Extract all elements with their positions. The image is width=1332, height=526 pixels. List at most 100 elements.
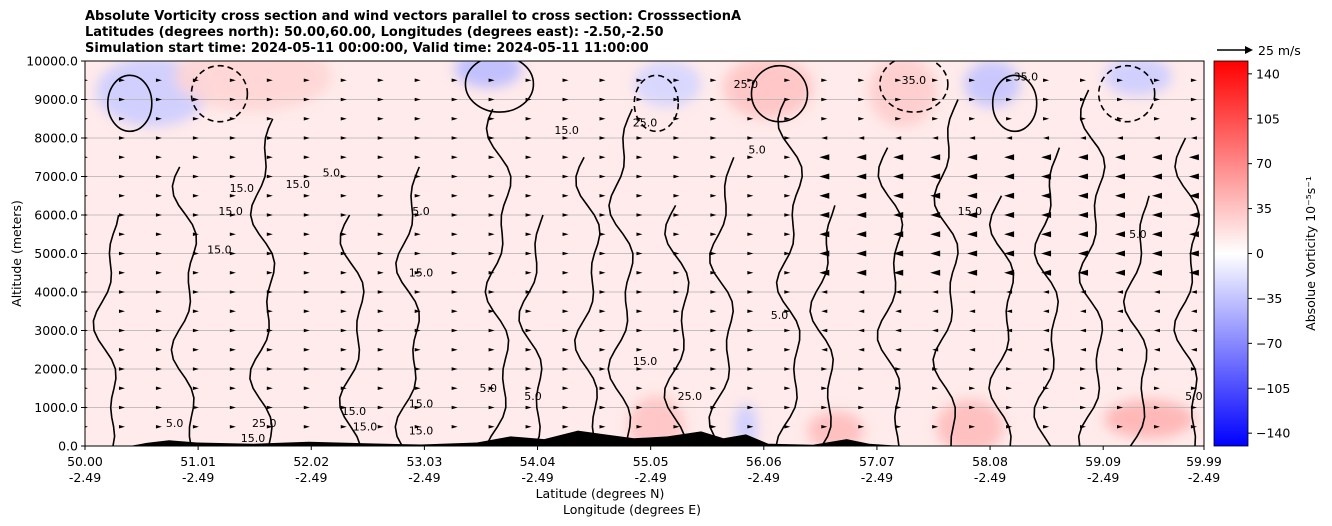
wind-vector-486 [1004,212,1015,218]
wind-vector-513 [1080,424,1087,429]
wind-vector-428 [893,231,904,238]
wind-vector-483 [1004,269,1015,276]
contour-label-26: 5.0 [1185,390,1203,403]
wind-vector-471 [969,136,976,140]
wind-vector-408 [856,250,867,257]
wind-vector-577 [1190,290,1197,294]
wind-vector-258 [562,213,569,217]
wind-vector-232 [525,347,532,352]
vorticity-patch-3 [633,61,702,108]
contour-label-4: 5.0 [323,167,341,180]
wind-vector-512 [1043,78,1050,83]
wind-vector-229 [525,405,532,410]
wind-vector-1 [85,406,88,409]
wind-vector-364 [784,367,791,371]
wind-vector-586 [1190,116,1197,121]
wind-vector-588 [1190,78,1197,83]
wind-vector-368 [784,290,791,294]
wind-vector-281 [599,136,606,140]
contour-line-9 [663,205,690,446]
wind-vector-180 [414,251,421,256]
wind-vector-502 [1041,269,1052,276]
wind-vector-341 [710,78,717,83]
wind-vector-78 [229,386,236,391]
wind-vector-223 [488,155,495,160]
wind-vector-212 [488,367,495,371]
wind-vector-279 [599,174,606,179]
wind-vector-403 [858,347,865,352]
y-tick-label-5: 5000.0 [34,246,78,261]
wind-vector-137 [340,347,347,352]
contour-line-5 [484,108,512,446]
vorticity-field [96,61,1194,446]
wind-vector-510 [1043,116,1050,121]
wind-vector-224 [488,136,495,140]
wind-vector-162 [377,232,384,237]
wind-vector-170 [377,78,384,83]
wind-vector-304 [673,424,680,429]
wind-vector-347 [747,328,754,333]
wind-vector-568 [1153,97,1160,102]
wind-vector-218 [488,251,495,256]
wind-vector-385 [821,328,828,333]
wind-vector-90 [229,155,236,160]
wind-vector-45 [155,290,162,294]
wind-vector-186 [414,136,421,140]
wind-vector-252 [562,328,569,333]
wind-vector-108 [266,174,273,179]
wind-vector-169 [377,97,384,102]
y-tick-label-3: 3000.0 [34,323,78,338]
wind-vector-225 [488,116,495,121]
wind-vector-104 [266,251,273,256]
wind-vector-112 [266,97,273,102]
wind-vector-562 [1151,212,1162,218]
wind-vector-449 [930,192,941,199]
wind-vector-450 [930,173,941,180]
x-tick-lon-7: -2.49 [861,470,893,485]
wind-vector-303 [636,78,643,83]
wind-vector-269 [599,367,606,371]
wind-vector-72 [192,136,199,140]
wind-vector-68 [192,213,199,217]
wind-vector-272 [599,309,606,314]
chart-title-line-1: Absolute Vorticity cross section and win… [85,9,742,24]
wind-vector-563 [1151,192,1162,199]
wind-vector-34 [118,136,125,140]
wind-vector-242 [525,155,532,160]
wind-vector-311 [673,290,680,294]
wind-vector-317 [673,174,680,179]
contour-labels: 15.0 15.0 15.0 15.0 5.0 5.0 15.0 15.0 25.0 5.0 25.… [166,70,1203,445]
wind-vector-255 [562,270,569,275]
wind-vector-373 [784,193,791,198]
wind-vector-313 [673,251,680,256]
wind-vector-582 [1188,192,1199,199]
wind-vector-100 [266,328,273,333]
wind-vector-467 [967,212,978,218]
wind-vector-216 [488,290,495,294]
wind-vector-129 [303,136,310,140]
wind-vector-530 [1080,97,1087,102]
wind-vector-430 [893,192,904,199]
contour-label-10: 25.0 [734,78,759,91]
wind-vector-200 [451,232,458,237]
wind-vectors [85,78,1199,429]
wind-vector-381 [821,405,828,410]
wind-vector-529 [1080,116,1087,121]
wind-vector-571 [1190,405,1197,410]
wind-vector-280 [599,155,606,160]
wind-vector-276 [599,232,606,237]
y-tick-label-9: 9000.0 [34,92,78,107]
wind-vector-435 [895,97,902,102]
wind-vector-353 [747,213,754,217]
wind-vector-534 [1116,386,1123,391]
wind-vector-416 [858,97,865,102]
wind-vector-42 [155,347,162,352]
wind-vector-215 [488,309,495,314]
wind-vector-509 [1043,136,1050,140]
wind-vector-74 [192,97,199,102]
wind-vector-559 [1151,269,1162,276]
wind-vector-504 [1041,231,1052,238]
x-tick-lat-7: 57.07 [859,454,895,469]
wind-vector-187 [414,116,421,121]
vorticity-patch-5 [869,61,937,127]
